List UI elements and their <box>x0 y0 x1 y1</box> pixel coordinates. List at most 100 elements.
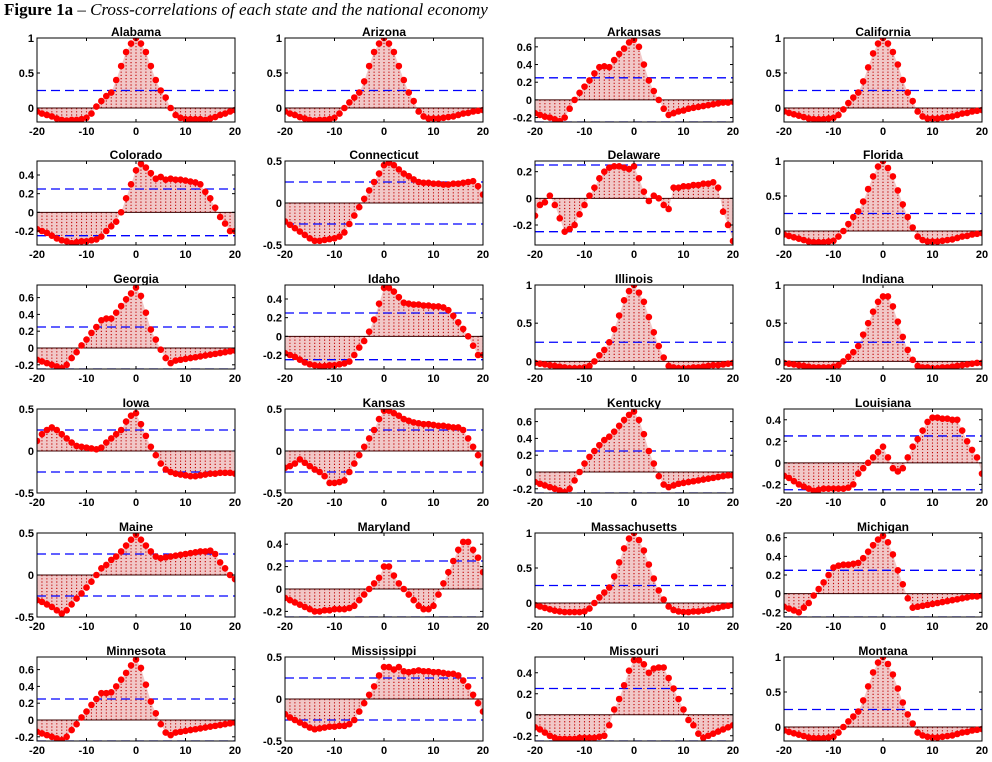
data-point <box>635 175 643 182</box>
data-point <box>440 304 447 311</box>
data-point <box>650 575 658 582</box>
data-point <box>790 111 798 118</box>
data-point <box>122 418 130 425</box>
data-point <box>551 607 559 614</box>
data-point <box>625 535 633 542</box>
data-point <box>202 471 209 478</box>
x-tick-label: 20 <box>727 126 739 138</box>
data-point <box>958 729 966 736</box>
x-tick-label: 20 <box>477 497 489 509</box>
data-point <box>556 117 564 122</box>
data-point <box>874 659 882 666</box>
data-point <box>709 605 717 612</box>
data-point <box>435 180 442 187</box>
data-point <box>216 469 224 477</box>
data-point <box>968 727 976 734</box>
x-tick-label: -20 <box>277 373 293 385</box>
data-point <box>440 114 447 122</box>
plot-area <box>535 285 733 369</box>
data-point <box>576 734 583 741</box>
x-tick-label: -10 <box>327 497 343 509</box>
data-point <box>341 360 348 367</box>
data-point <box>546 114 554 121</box>
data-point <box>167 359 174 367</box>
data-point <box>645 197 653 205</box>
data-point <box>695 364 702 369</box>
shaded-area <box>535 660 733 739</box>
y-tick-label: 0.5 <box>267 404 282 416</box>
x-tick-label: 10 <box>179 745 191 757</box>
data-point <box>934 364 941 369</box>
data-point <box>311 237 319 245</box>
subplot-title: Maryland <box>358 520 411 534</box>
data-point <box>122 542 130 549</box>
data-point <box>211 470 219 477</box>
data-point <box>660 481 667 488</box>
shaded-area <box>285 38 483 121</box>
x-tick-label: 10 <box>427 126 439 138</box>
data-point <box>420 420 427 428</box>
data-point <box>719 603 727 610</box>
data-point <box>949 236 956 243</box>
data-point <box>795 235 803 242</box>
data-point <box>884 40 892 47</box>
data-point <box>835 729 842 736</box>
data-point <box>38 430 46 438</box>
y-tick-label: 0 <box>775 356 781 368</box>
data-point <box>296 113 304 121</box>
data-point <box>301 603 309 611</box>
data-point <box>914 233 921 240</box>
plot-area <box>285 409 483 487</box>
x-tick-label: 0 <box>880 126 886 138</box>
data-point <box>596 441 603 449</box>
data-point <box>68 439 75 446</box>
data-point <box>311 466 319 473</box>
data-point <box>561 608 568 616</box>
data-point <box>351 602 358 610</box>
y-tick-label: 0 <box>276 103 282 115</box>
y-tick-label: 0.5 <box>19 404 34 416</box>
y-tick-label: -0.2 <box>513 220 532 232</box>
data-point <box>914 362 921 369</box>
x-tick-label: -10 <box>79 249 95 261</box>
data-point <box>939 598 946 606</box>
y-tick-label: 0.2 <box>19 189 34 201</box>
x-tick-label: 0 <box>133 373 139 385</box>
x-tick-label: -10 <box>327 126 343 138</box>
plot-area <box>285 38 483 122</box>
data-point <box>58 116 66 122</box>
data-point <box>192 725 199 733</box>
data-point <box>291 599 299 606</box>
data-point <box>785 360 793 367</box>
data-point <box>939 237 946 245</box>
data-point <box>968 446 976 454</box>
y-tick-label: 1 <box>526 528 532 540</box>
data-point <box>370 683 378 690</box>
data-point <box>899 76 907 84</box>
data-point <box>815 486 822 493</box>
data-point <box>695 608 702 615</box>
data-point <box>38 730 46 737</box>
data-point <box>576 468 583 476</box>
plot-area <box>37 285 235 369</box>
data-point <box>874 163 882 170</box>
data-point <box>800 113 808 121</box>
x-tick-label: -20 <box>776 249 792 261</box>
x-tick-label: -20 <box>776 373 792 385</box>
data-point <box>425 420 432 428</box>
data-point <box>879 293 887 300</box>
data-point <box>301 459 309 467</box>
subplot-title: Arizona <box>362 25 406 39</box>
y-tick-label: 0 <box>276 584 282 596</box>
y-tick-label: 0.5 <box>517 563 532 575</box>
data-point <box>346 99 353 106</box>
data-point <box>924 733 931 741</box>
y-tick-label: 0.4 <box>517 668 533 680</box>
data-point <box>830 485 837 492</box>
y-tick-label: 0.4 <box>766 551 782 563</box>
data-point <box>326 115 333 122</box>
data-point <box>286 221 294 229</box>
data-point <box>410 176 418 183</box>
data-point <box>321 724 328 731</box>
data-point <box>68 239 75 245</box>
